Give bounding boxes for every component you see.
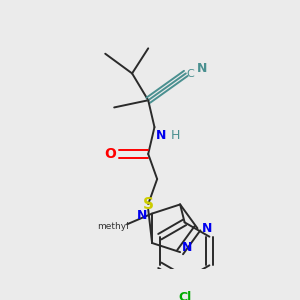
Text: N: N — [156, 129, 167, 142]
Text: S: S — [143, 196, 154, 211]
Text: H: H — [171, 129, 180, 142]
Text: N: N — [202, 222, 212, 235]
Text: O: O — [104, 147, 116, 161]
Text: N: N — [137, 209, 148, 222]
Text: methyl: methyl — [97, 222, 129, 231]
Text: N: N — [197, 61, 207, 74]
Text: N: N — [182, 241, 192, 254]
Text: Cl: Cl — [178, 291, 191, 300]
Text: C: C — [186, 69, 194, 79]
